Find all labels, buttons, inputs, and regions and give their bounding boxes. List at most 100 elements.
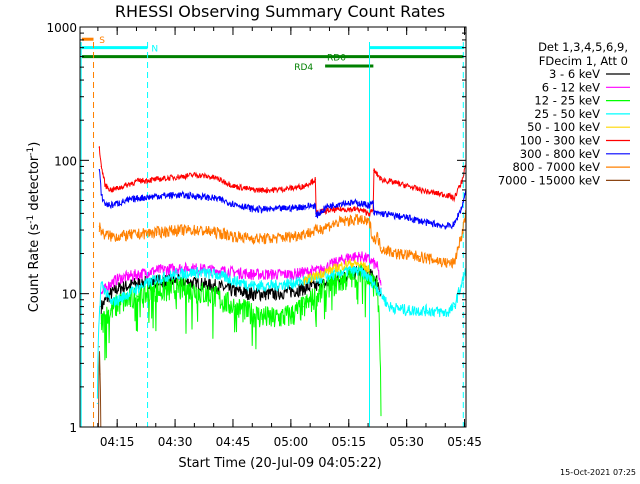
- data-point: [272, 293, 274, 295]
- data-point: [291, 282, 293, 284]
- flag-label: RD0: [327, 54, 346, 64]
- data-point: [446, 225, 448, 227]
- data-point: [214, 284, 216, 287]
- series-line: [98, 351, 102, 427]
- data-point: [98, 169, 100, 171]
- data-point: [110, 189, 112, 191]
- data-point: [318, 273, 320, 275]
- data-point: [110, 293, 112, 295]
- data-point: [334, 273, 336, 275]
- data-point: [175, 176, 178, 178]
- data-point: [253, 273, 255, 275]
- y-axis-label-sup1: -1: [26, 215, 36, 224]
- x-tick-label: 05:15: [331, 435, 366, 449]
- data-point: [137, 273, 139, 275]
- data-point: [453, 262, 456, 264]
- data-point: [214, 197, 216, 199]
- data-point: [233, 290, 235, 292]
- data-point: [303, 280, 305, 282]
- y-tick-label: 100: [54, 154, 77, 168]
- data-point: [175, 267, 178, 269]
- data-point: [102, 233, 104, 235]
- data-point: [195, 282, 197, 284]
- data-point: [407, 185, 409, 187]
- legend-label: 3 - 6 keV: [549, 67, 600, 81]
- data-point: [104, 203, 106, 205]
- data-point: [376, 235, 378, 237]
- series-line: [98, 146, 466, 218]
- x-tick-label: 04:30: [158, 435, 193, 449]
- data-point: [453, 223, 456, 226]
- data-point: [291, 207, 293, 209]
- data-point: [195, 267, 197, 269]
- data-point: [368, 269, 371, 271]
- legend-label: 300 - 800 keV: [520, 147, 600, 161]
- data-point: [368, 212, 371, 214]
- flag-label: N: [151, 45, 158, 55]
- data-point: [272, 237, 274, 239]
- data-point: [137, 287, 139, 289]
- data-point: [233, 280, 235, 282]
- y-axis-label-main: Count Rate (s: [27, 224, 42, 313]
- data-point: [98, 225, 100, 227]
- data-point: [137, 180, 139, 182]
- data-point: [291, 290, 293, 292]
- data-point: [195, 271, 197, 273]
- data-point: [349, 269, 351, 271]
- data-point: [137, 233, 139, 235]
- data-point: [233, 185, 235, 187]
- y-tick-label: 1: [69, 421, 77, 435]
- x-axis-label: Start Time (20-Jul-09 04:05:22): [178, 456, 381, 471]
- series-line: [100, 263, 382, 417]
- data-point: [380, 178, 382, 180]
- data-point: [373, 212, 375, 214]
- flag-label: RD4: [294, 63, 313, 73]
- data-point: [376, 265, 378, 268]
- data-point: [195, 290, 197, 292]
- data-point: [118, 287, 120, 289]
- legend-header-1: Det 1,3,4,5,6,9,: [538, 40, 628, 54]
- data-point: [372, 202, 374, 204]
- series-800-7000-kev: [98, 209, 466, 269]
- data-point: [291, 187, 293, 189]
- y-axis-label: Count Rate (s-1 detector-1): [26, 142, 42, 313]
- data-point: [380, 212, 382, 214]
- y-tick-label: 1000: [46, 21, 77, 35]
- data-point: [118, 187, 120, 189]
- data-point: [272, 318, 274, 320]
- data-point: [175, 229, 178, 231]
- data-point: [318, 293, 320, 295]
- data-point: [453, 197, 456, 199]
- data-point: [156, 195, 158, 197]
- data-point: [104, 184, 106, 186]
- y-axis-label-end: ): [27, 142, 42, 147]
- data-point: [253, 208, 255, 210]
- data-point: [426, 191, 428, 193]
- data-point: [407, 217, 409, 219]
- data-point: [361, 271, 363, 273]
- data-point: [291, 313, 293, 315]
- chart-title: RHESSI Observing Summary Count Rates: [115, 2, 445, 21]
- legend: Det 1,3,4,5,6,9, FDecim 1, Att 0 3 - 6 k…: [498, 40, 630, 187]
- plot-frame: [79, 26, 467, 428]
- data-point: [291, 273, 293, 275]
- series-100-300-kev: [98, 146, 466, 218]
- data-point: [156, 231, 158, 233]
- data-point: [341, 220, 344, 222]
- data-point: [368, 277, 371, 280]
- data-point: [388, 305, 390, 308]
- data-point: [110, 309, 112, 311]
- series-line: [98, 169, 466, 230]
- series-line: [303, 258, 370, 286]
- data-point: [214, 273, 216, 275]
- data-point: [380, 247, 382, 249]
- series-300-800-kev: [98, 169, 466, 230]
- data-point: [272, 284, 274, 287]
- data-point: [272, 273, 274, 275]
- data-point: [233, 235, 235, 237]
- series-line: [100, 251, 382, 295]
- series-50-100-kev: [303, 258, 371, 286]
- series-line: [98, 209, 466, 269]
